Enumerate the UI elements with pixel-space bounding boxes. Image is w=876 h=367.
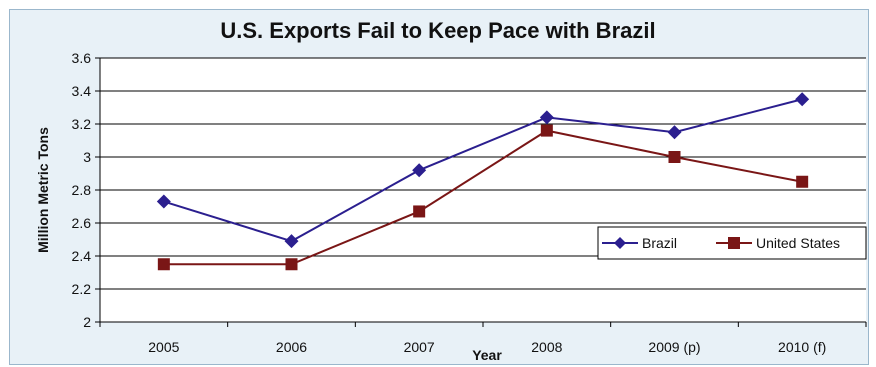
y-tick-label: 2.8: [72, 182, 92, 198]
data-point-square: [668, 151, 681, 163]
data-point-diamond: [539, 110, 554, 125]
x-tick-label: 2006: [276, 339, 307, 355]
y-tick-label: 3: [83, 149, 91, 165]
legend-marker-diamond: [614, 237, 626, 249]
y-tick-label: 2.4: [72, 248, 92, 264]
axes: 2 2.2 2.4 2.6 2.8 3 3.2 3.4 3.6 2005 2006 2007 2008 2…: [72, 50, 867, 355]
x-axis-label: Year: [472, 347, 502, 363]
data-point-diamond: [667, 125, 682, 140]
legend: Brazil United States: [597, 226, 867, 260]
y-axis-label: Million Metric Tons: [35, 127, 51, 253]
y-tick-label: 2.6: [72, 215, 92, 231]
chart-title: U.S. Exports Fail to Keep Pace with Braz…: [220, 18, 656, 43]
data-point-square: [796, 175, 809, 188]
data-point-diamond: [795, 92, 810, 107]
x-tick-label: 2009 (p): [648, 339, 700, 355]
x-tick-label: 2005: [148, 339, 179, 355]
x-tick-label: 2007: [404, 339, 435, 355]
series-line-0: [163, 98, 803, 243]
y-tick-label: 3.4: [72, 83, 92, 99]
data-point-square: [157, 258, 170, 271]
data-point-square: [413, 205, 426, 218]
y-tick-label: 3.2: [72, 116, 92, 132]
y-tick-label: 2.2: [72, 281, 92, 297]
data-point-diamond: [284, 234, 299, 249]
legend-label: United States: [756, 235, 840, 251]
x-tick-label: 2010 (f): [778, 339, 826, 355]
legend-label: Brazil: [642, 235, 677, 251]
y-tick-label: 3.6: [72, 50, 92, 66]
legend-marker-square: [728, 237, 740, 249]
data-point-diamond: [412, 163, 427, 178]
series-line-1: [163, 129, 803, 266]
data-point-square: [285, 258, 298, 271]
data-point-square: [540, 124, 553, 137]
series-group: [156, 92, 810, 271]
x-tick-label: 2008: [531, 339, 562, 355]
data-point-diamond: [156, 194, 171, 209]
y-tick-label: 2: [83, 314, 91, 330]
